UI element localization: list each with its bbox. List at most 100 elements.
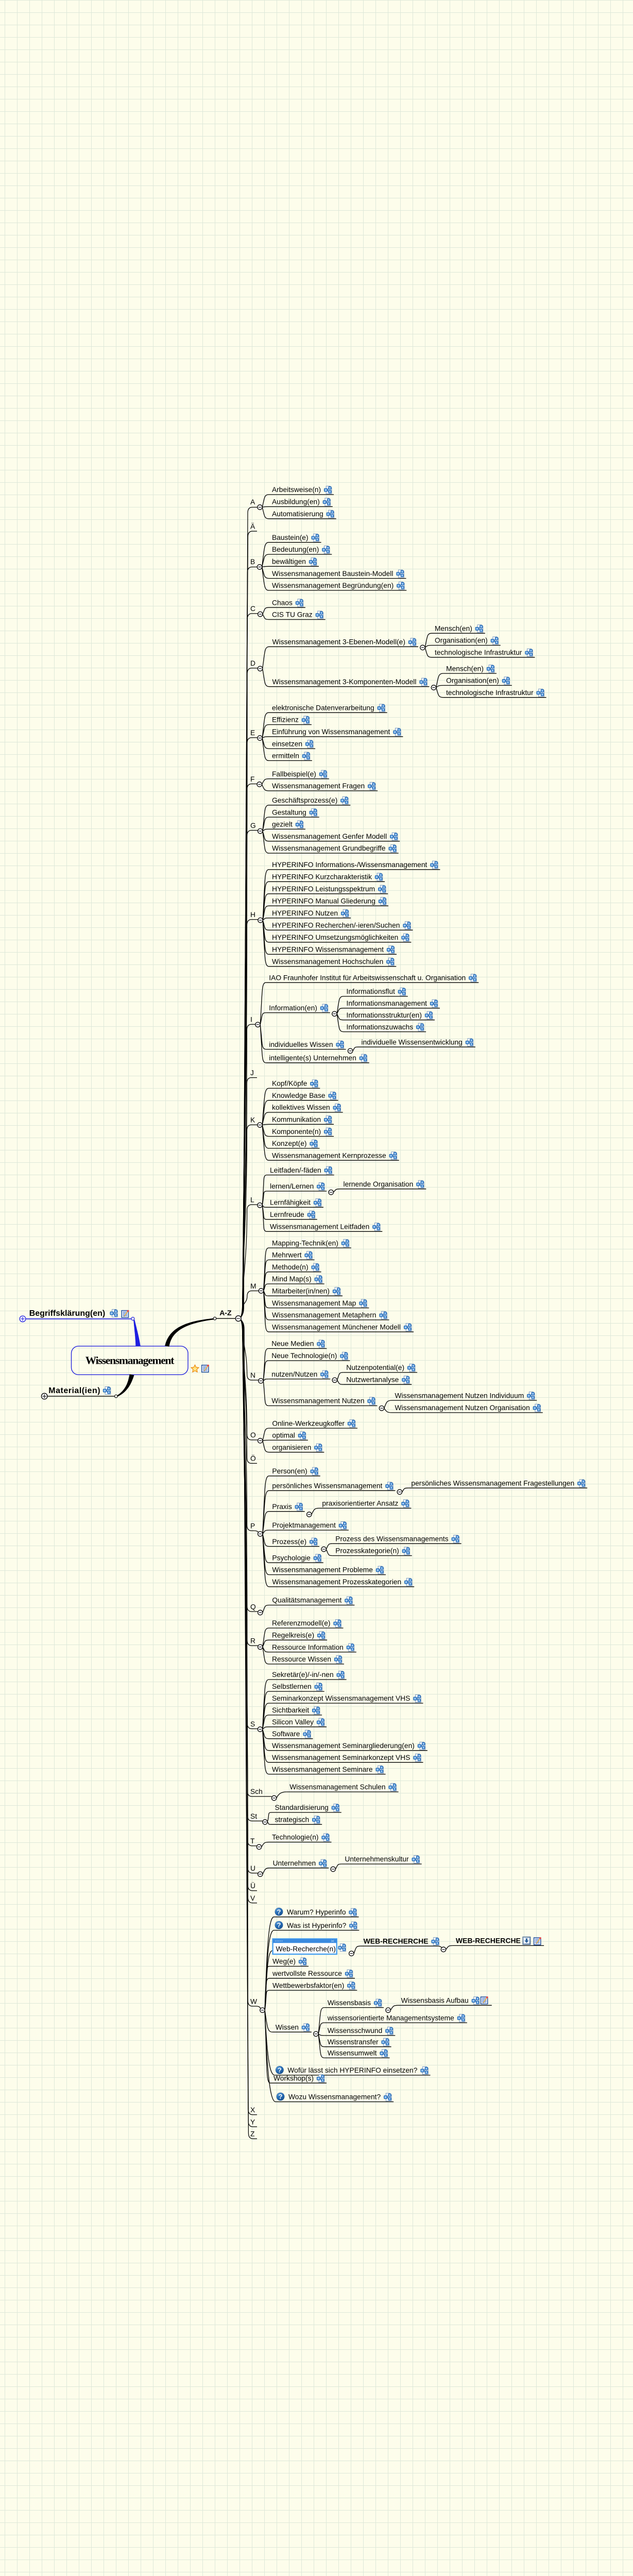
svg-text:Organisation(en): Organisation(en) [446, 677, 499, 685]
svg-text:J: J [250, 1069, 254, 1077]
svg-text:organisieren: organisieren [272, 1444, 311, 1451]
svg-text:Mind Map(s): Mind Map(s) [272, 1275, 312, 1283]
svg-text:Wissensmanagement Nutzen Indiv: Wissensmanagement Nutzen Individuum [395, 1392, 524, 1399]
svg-text:Kommunikation: Kommunikation [272, 1116, 321, 1124]
svg-text:Person(en): Person(en) [272, 1467, 307, 1475]
svg-text:Wissensmanagement 3-Ebenen-Mod: Wissensmanagement 3-Ebenen-Modell(e) [272, 638, 405, 646]
svg-text:Ä: Ä [250, 522, 255, 530]
svg-text:elektronische Datenverarbeitun: elektronische Datenverarbeitung [272, 704, 374, 711]
svg-text:Wissensschwund: Wissensschwund [328, 2027, 383, 2035]
svg-text:Geschäftsprozess(e): Geschäftsprozess(e) [272, 796, 337, 804]
svg-text:Gestaltung: Gestaltung [272, 808, 306, 816]
svg-text:Seminarkonzept Wissensmanageme: Seminarkonzept Wissensmanagement VHS [272, 1694, 410, 1702]
svg-text:WEB-RECHERCHE: WEB-RECHERCHE [456, 1937, 521, 1945]
svg-text:lernende Organisation: lernende Organisation [344, 1180, 414, 1188]
svg-text:optimal: optimal [272, 1432, 295, 1439]
svg-text:Y: Y [250, 2118, 255, 2126]
svg-text:Fallbeispiel(e): Fallbeispiel(e) [272, 770, 316, 778]
svg-text:Ressource Information: Ressource Information [272, 1643, 344, 1651]
svg-text:Unternehmen: Unternehmen [273, 1859, 316, 1867]
svg-text:HYPERINFO Wissensmanagement: HYPERINFO Wissensmanagement [272, 946, 384, 954]
svg-text:Sekretär(e)/-in/-nen: Sekretär(e)/-in/-nen [272, 1671, 334, 1679]
svg-text:HYPERINFO Recherchen/-ieren/Su: HYPERINFO Recherchen/-ieren/Suchen [272, 922, 400, 929]
svg-text:kollektives Wissen: kollektives Wissen [272, 1104, 330, 1111]
svg-text:bewältigen: bewältigen [272, 558, 306, 566]
svg-text:Silicon Valley: Silicon Valley [272, 1718, 314, 1726]
svg-text:Ressource Wissen: Ressource Wissen [272, 1655, 331, 1663]
svg-text:Prozesskategorie(n): Prozesskategorie(n) [335, 1547, 399, 1555]
svg-text:Wissensmanagement Baustein-Mod: Wissensmanagement Baustein-Modell [272, 570, 393, 578]
svg-text:X: X [250, 2106, 255, 2114]
svg-text:einsetzen: einsetzen [272, 740, 302, 748]
svg-text:Kopf/Köpfe: Kopf/Köpfe [272, 1080, 307, 1088]
svg-text:praxisorientierter Ansatz: praxisorientierter Ansatz [322, 1500, 398, 1507]
svg-text:I: I [250, 1016, 252, 1024]
svg-text:Wissensbasis: Wissensbasis [328, 1999, 371, 2007]
svg-text:R: R [250, 1637, 255, 1645]
svg-text:Wissensmanagement Nutzen Organ: Wissensmanagement Nutzen Organisation [395, 1404, 530, 1412]
svg-text:Wissensmanagement Map: Wissensmanagement Map [272, 1299, 356, 1307]
svg-text:Wissensmanagement Nutzen: Wissensmanagement Nutzen [271, 1397, 364, 1405]
svg-text:Wissensmanagement Leitfaden: Wissensmanagement Leitfaden [270, 1223, 369, 1231]
svg-text:Wissensmanagement Fragen: Wissensmanagement Fragen [272, 782, 365, 790]
svg-text:Komponente(n): Komponente(n) [272, 1128, 321, 1136]
svg-text:Informationsmanagement: Informationsmanagement [347, 999, 427, 1007]
svg-text:individuelle Wissensentwicklun: individuelle Wissensentwicklung [362, 1038, 463, 1046]
svg-text:Ü: Ü [250, 1881, 255, 1890]
svg-text:Unternehmenskultur: Unternehmenskultur [345, 1855, 409, 1863]
svg-text:U: U [250, 1865, 255, 1872]
svg-text:gezielt: gezielt [272, 821, 293, 828]
svg-text:wertvollste Ressource: wertvollste Ressource [272, 1970, 342, 1977]
svg-text:Praxis: Praxis [272, 1503, 292, 1511]
svg-text:Online-Werkzeugkoffer: Online-Werkzeugkoffer [272, 1419, 345, 1427]
svg-text:Workshop(s): Workshop(s) [273, 2074, 314, 2082]
svg-text:Wissensbasis Aufbau: Wissensbasis Aufbau [401, 1997, 469, 2005]
svg-text:Neue Technologie(n): Neue Technologie(n) [271, 1352, 337, 1360]
svg-text:Einführung von Wissensmanageme: Einführung von Wissensmanagement [272, 728, 390, 736]
svg-text:Wissensmanagement Grundbegriff: Wissensmanagement Grundbegriffe [272, 844, 386, 852]
svg-text:A: A [250, 498, 255, 506]
svg-text:Projektmanagement: Projektmanagement [272, 1521, 336, 1529]
svg-text:strategisch: strategisch [275, 1816, 310, 1823]
svg-text:Organisation(en): Organisation(en) [435, 637, 488, 645]
svg-text:Wissenstransfer: Wissenstransfer [328, 2038, 379, 2046]
svg-text:Wissensmanagement Hochschulen: Wissensmanagement Hochschulen [272, 958, 383, 965]
svg-text:Wissen: Wissen [276, 2023, 299, 2031]
svg-text:Selbstlernen: Selbstlernen [272, 1683, 312, 1690]
svg-text:V: V [250, 1894, 255, 1902]
svg-text:Web-Recherche(n): Web-Recherche(n) [276, 1945, 336, 1953]
svg-text:Weg(e): Weg(e) [272, 1958, 296, 1965]
svg-text:Lernfreude: Lernfreude [270, 1211, 304, 1218]
svg-text:Wissensmanagement Kernprozesse: Wissensmanagement Kernprozesse [272, 1151, 386, 1159]
svg-text:Wissensmanagement Genfer Model: Wissensmanagement Genfer Modell [272, 833, 387, 840]
svg-text:Wettbewerbsfaktor(en): Wettbewerbsfaktor(en) [272, 1981, 344, 1989]
svg-text:Software: Software [272, 1730, 300, 1738]
svg-text:Arbeitsweise(n): Arbeitsweise(n) [272, 486, 321, 494]
svg-text:IAO Fraunhofer Institut für Ar: IAO Fraunhofer Institut für Arbeitswisse… [269, 974, 466, 981]
svg-text:Wofür lässt sich HYPERINFO ein: Wofür lässt sich HYPERINFO einsetzen? [287, 2066, 417, 2074]
svg-text:Mapping-Technik(en): Mapping-Technik(en) [272, 1239, 338, 1247]
svg-text:Informationsstruktur(en): Informationsstruktur(en) [347, 1011, 422, 1019]
svg-text:technologische Infrastruktur: technologische Infrastruktur [435, 649, 522, 656]
svg-text:H: H [250, 911, 255, 919]
svg-text:Bedeutung(en): Bedeutung(en) [272, 546, 319, 553]
svg-text:Mehrwert: Mehrwert [272, 1251, 302, 1259]
svg-text:S: S [250, 1720, 255, 1728]
svg-text:Technologie(n): Technologie(n) [272, 1834, 319, 1841]
svg-text:Informationszuwachs: Informationszuwachs [347, 1023, 414, 1031]
svg-text:Nutzwertanalyse: Nutzwertanalyse [346, 1376, 399, 1383]
svg-text:B: B [250, 558, 255, 566]
svg-text:nutzen/Nutzen: nutzen/Nutzen [271, 1370, 317, 1378]
svg-text:Wissensmanagement Prozesskateg: Wissensmanagement Prozesskategorien [272, 1578, 401, 1586]
svg-text:Neue Medien: Neue Medien [271, 1340, 314, 1348]
svg-text:Wissensmanagement Münchener Mo: Wissensmanagement Münchener Modell [272, 1323, 401, 1331]
svg-text:HYPERINFO Leistungsspektrum: HYPERINFO Leistungsspektrum [272, 885, 375, 893]
svg-text:K: K [250, 1116, 255, 1124]
svg-text:HYPERINFO Kurzcharakteristik: HYPERINFO Kurzcharakteristik [272, 873, 372, 881]
svg-text:HYPERINFO Manual Gliederung: HYPERINFO Manual Gliederung [272, 897, 375, 905]
svg-text:Referenzmodell(e): Referenzmodell(e) [272, 1619, 331, 1627]
svg-text:Ö: Ö [250, 1454, 256, 1463]
svg-text:Wissensmanagement Probleme: Wissensmanagement Probleme [272, 1566, 373, 1574]
svg-text:wissensorientierte Managements: wissensorientierte Managementsysteme [327, 2014, 454, 2022]
svg-text:Qualitätsmanagement: Qualitätsmanagement [272, 1597, 341, 1604]
